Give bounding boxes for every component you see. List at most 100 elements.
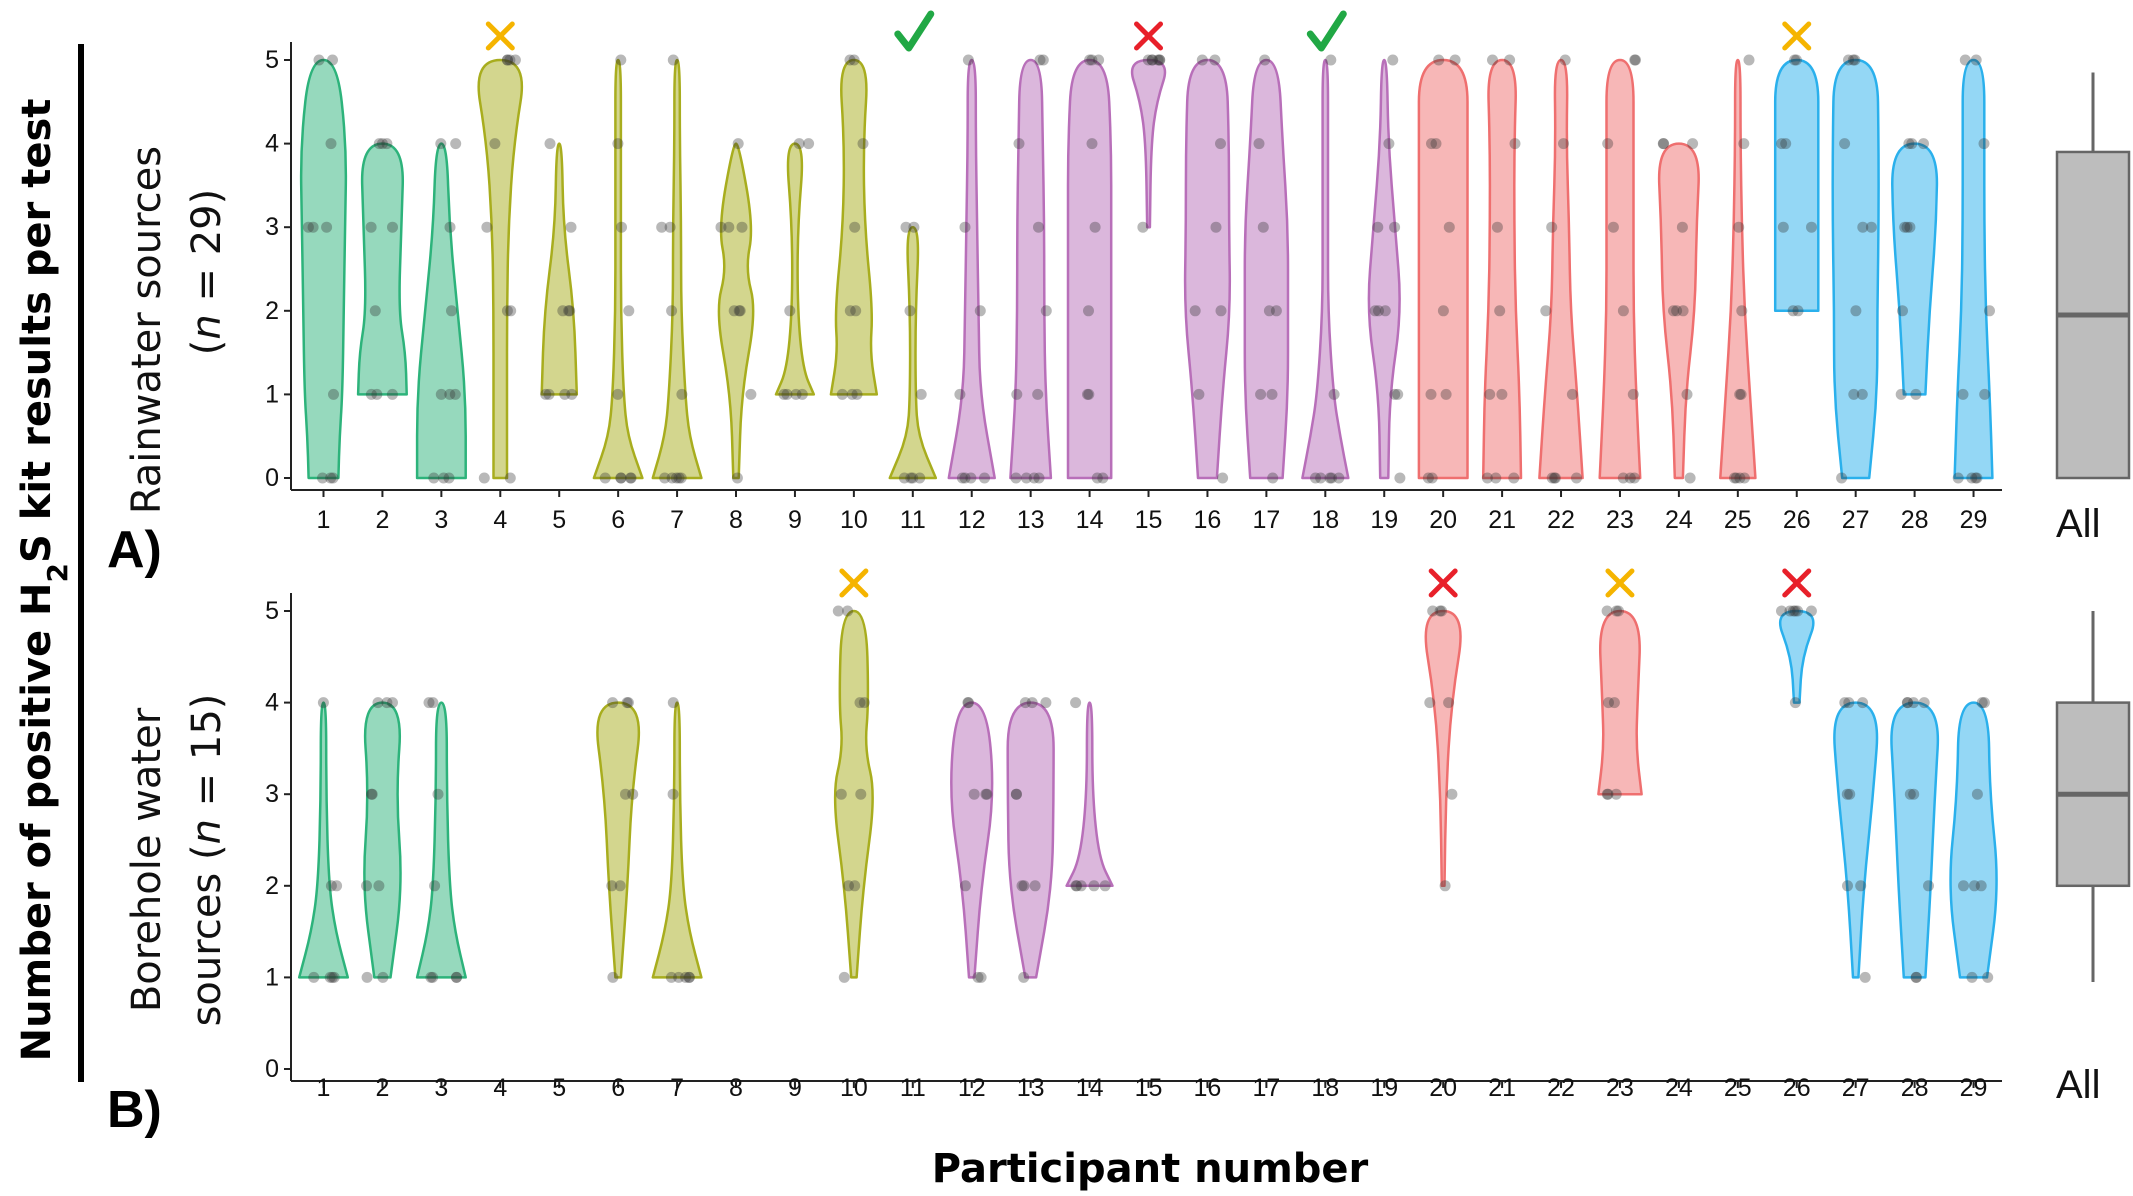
data-point xyxy=(1789,54,1801,66)
data-point xyxy=(373,880,385,892)
y-tick-label: 1 xyxy=(265,380,279,408)
data-point xyxy=(325,472,337,484)
x-tick-label: 26 xyxy=(1783,506,1811,534)
marker-x-orange-p10 xyxy=(839,568,869,598)
data-point xyxy=(1559,54,1571,66)
data-point xyxy=(1780,138,1792,150)
data-point xyxy=(449,388,461,400)
data-point xyxy=(1966,472,1978,484)
data-point xyxy=(733,305,745,317)
data-point xyxy=(732,138,744,150)
data-point xyxy=(620,788,631,800)
y-tick-label: 4 xyxy=(265,130,279,158)
data-point xyxy=(328,388,339,400)
data-point xyxy=(1601,788,1613,800)
data-point xyxy=(1839,697,1851,709)
data-point xyxy=(1841,788,1853,800)
data-point xyxy=(1899,221,1911,233)
data-point xyxy=(1373,305,1384,317)
data-point xyxy=(432,788,444,800)
violin-p7 xyxy=(651,58,703,480)
data-point xyxy=(435,138,447,150)
violin-p21 xyxy=(1481,58,1523,480)
data-point xyxy=(489,138,501,150)
y-tick-label: 0 xyxy=(265,1055,279,1083)
data-point xyxy=(1607,221,1619,233)
data-point xyxy=(659,472,671,484)
data-point xyxy=(1610,788,1622,800)
data-point xyxy=(1608,697,1620,709)
data-point xyxy=(1602,788,1614,800)
data-point xyxy=(1434,605,1446,617)
x-tick-label: 10 xyxy=(840,506,868,534)
violin-p26 xyxy=(1778,609,1815,704)
y-tick-label: 5 xyxy=(265,46,279,74)
data-point xyxy=(1491,221,1503,233)
data-point xyxy=(1496,388,1508,400)
data-point xyxy=(327,54,338,66)
data-point xyxy=(1154,54,1166,66)
data-point xyxy=(778,388,790,400)
data-point xyxy=(1089,221,1101,233)
x-tick-label: 5 xyxy=(552,1074,566,1102)
data-point xyxy=(425,971,437,983)
violin-p11 xyxy=(888,225,938,480)
data-point xyxy=(1908,788,1920,800)
y-tick-label: 2 xyxy=(265,297,279,325)
all-label: All xyxy=(2056,1063,2100,1107)
data-point xyxy=(1849,54,1861,66)
data-point xyxy=(1733,221,1745,233)
x-tick-label: 1 xyxy=(317,506,331,534)
data-point xyxy=(1152,54,1164,66)
data-point xyxy=(900,221,912,233)
violin-p24 xyxy=(1657,142,1700,480)
data-point xyxy=(361,971,373,983)
data-point xyxy=(1070,880,1082,892)
data-point xyxy=(1979,388,1991,400)
data-point xyxy=(680,971,692,983)
y-tick-label: 3 xyxy=(265,780,279,808)
x-tick-label: 25 xyxy=(1724,506,1752,534)
marker-check-green-p11 xyxy=(894,10,935,52)
data-point xyxy=(715,221,727,233)
data-point xyxy=(1617,305,1629,317)
violin-p6 xyxy=(592,58,644,480)
data-point xyxy=(1075,880,1087,892)
data-point xyxy=(965,472,977,484)
data-point xyxy=(1836,472,1848,484)
violin-p14 xyxy=(1066,58,1113,480)
x-axis-title: Participant number xyxy=(932,1146,1369,1192)
data-point xyxy=(444,388,456,400)
x-tick-label: 12 xyxy=(958,1074,986,1102)
data-point xyxy=(1959,54,1971,66)
data-point xyxy=(616,221,627,233)
x-tick-label: 12 xyxy=(958,506,986,534)
data-point xyxy=(835,788,847,800)
data-point xyxy=(1848,388,1860,400)
data-point xyxy=(1842,880,1853,892)
data-point xyxy=(387,221,398,233)
data-point xyxy=(1394,472,1406,484)
data-point xyxy=(502,54,513,66)
data-point xyxy=(1033,472,1045,484)
marker-x-red-p20 xyxy=(1428,568,1458,598)
marker-x-red-p20-stroke-2 xyxy=(1428,568,1458,598)
data-point xyxy=(1508,472,1520,484)
data-point xyxy=(1952,472,1964,484)
data-point xyxy=(1086,138,1098,150)
data-point xyxy=(1776,605,1787,617)
data-point xyxy=(858,697,870,709)
data-point xyxy=(664,221,676,233)
data-point xyxy=(1738,138,1750,150)
x-tick-label: 15 xyxy=(1135,1074,1163,1102)
data-point xyxy=(1681,388,1693,400)
data-point xyxy=(386,388,398,400)
marker-x-orange-p26 xyxy=(1782,21,1812,51)
x-tick-label: 20 xyxy=(1429,506,1457,534)
data-point xyxy=(1546,221,1558,233)
data-point xyxy=(1433,54,1445,66)
data-point xyxy=(621,697,633,709)
data-point xyxy=(302,221,314,233)
violin-p23 xyxy=(1597,609,1643,796)
x-tick-label: 3 xyxy=(434,1074,448,1102)
